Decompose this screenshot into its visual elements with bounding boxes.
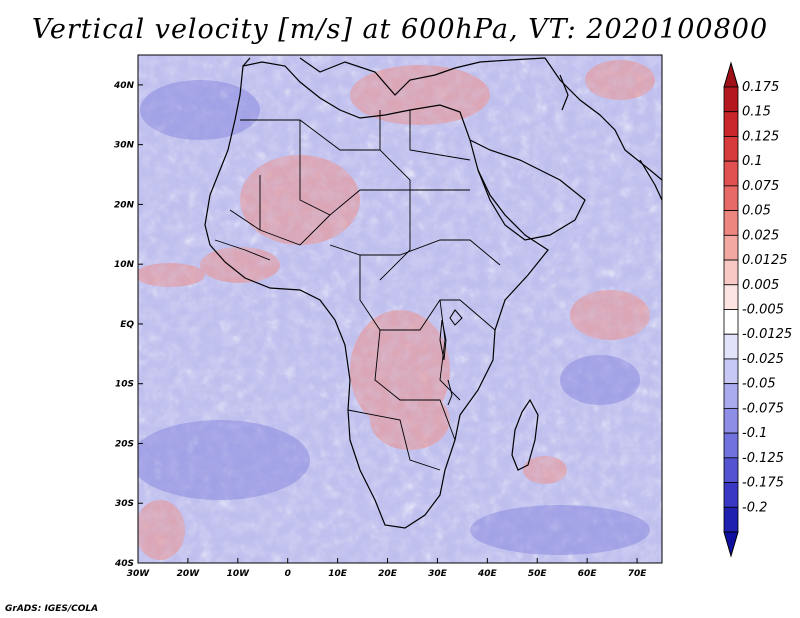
- colorbar-label: 0.1: [742, 154, 763, 169]
- colorbar-swatch: [723, 309, 739, 335]
- colorbar-label: 0.075: [742, 179, 779, 194]
- lat-tick-label: 10S: [115, 380, 134, 390]
- colorbar-label: 0.025: [742, 228, 779, 243]
- colorbar-label: -0.025: [742, 352, 784, 367]
- lat-tick-label: 10N: [114, 260, 135, 270]
- colorbar-label: 0.005: [742, 278, 779, 293]
- lat-axis: 40N 30N 20N 10N EQ 10S 20S 30S 40S: [113, 81, 143, 569]
- colorbar-label: -0.05: [742, 377, 776, 392]
- lon-axis: 30W 20W 10W 0 10E 20E 30E 40E 50E 60E 70E: [127, 558, 647, 579]
- colorbar-swatch: [723, 259, 739, 286]
- colorbar-swatch: [723, 284, 739, 310]
- lat-tick-label: 30S: [115, 499, 134, 509]
- colorbar-swatch: [723, 432, 739, 459]
- lat-tick-label: 40S: [114, 559, 134, 569]
- lat-tick-label: 30N: [114, 141, 135, 151]
- colorbar-swatch: [723, 111, 739, 137]
- velocity-field: [138, 55, 662, 563]
- colorbar-swatch: [723, 333, 739, 360]
- chart-title: Vertical velocity [m/s] at 600hPa, VT: 2…: [31, 14, 769, 45]
- colorbar-label: -0.2: [742, 500, 767, 515]
- country-borders: [214, 110, 501, 471]
- colorbar-swatch: [723, 482, 739, 508]
- colorbar-swatch: [723, 234, 739, 261]
- lon-tick-label: 0: [285, 569, 291, 579]
- lon-tick-label: 20E: [378, 569, 398, 579]
- lon-tick-label: 10E: [328, 569, 348, 579]
- colorbar-label: 0.05: [742, 204, 771, 219]
- lon-tick-label: 50E: [528, 569, 548, 579]
- colorbar-swatch: [723, 358, 739, 385]
- coastline: [204, 57, 662, 529]
- lat-tick-label: 20N: [114, 200, 135, 210]
- colorbar-swatch: [723, 457, 739, 483]
- lon-tick-label: 20W: [177, 569, 201, 579]
- credit-label: GrADS: IGES/COLA: [5, 604, 99, 614]
- colorbar-swatch: [723, 383, 739, 409]
- colorbar-top-arrow: [723, 61, 739, 88]
- colorbar-swatch: [723, 185, 739, 212]
- lon-tick-label: 10W: [227, 569, 251, 579]
- colorbar-label: 0.15: [742, 105, 771, 120]
- colorbar-swatch: [723, 506, 739, 533]
- colorbar-swatch: [723, 160, 739, 187]
- colorbar-label: 0.125: [742, 129, 779, 144]
- colorbar-label: -0.175: [742, 476, 784, 491]
- lon-tick-label: 70E: [628, 569, 648, 579]
- colorbar-swatch: [723, 86, 739, 113]
- colorbar-swatch: [723, 210, 739, 236]
- colorbar-label: 0.175: [742, 80, 779, 95]
- lon-tick-label: 30W: [127, 569, 151, 579]
- lat-tick-label: 40N: [113, 81, 135, 91]
- lat-tick-label: 20S: [115, 439, 134, 449]
- colorbar: 0.175 0.15 0.125 0.1 0.075 0.05 0.025 0.0125 0.0…: [723, 61, 792, 558]
- colorbar-label: -0.005: [742, 303, 784, 318]
- colorbar-label: -0.0125: [742, 327, 792, 342]
- colorbar-swatch: [723, 407, 739, 434]
- colorbar-label: -0.075: [742, 401, 784, 416]
- colorbar-label: -0.125: [742, 451, 784, 466]
- colorbar-bottom-arrow: [723, 531, 739, 558]
- lon-tick-label: 60E: [578, 569, 598, 579]
- colorbar-label: 0.0125: [742, 253, 788, 268]
- lon-tick-label: 40E: [477, 569, 498, 579]
- lon-tick-label: 30E: [428, 569, 448, 579]
- colorbar-label: -0.1: [742, 426, 767, 441]
- lat-tick-label: EQ: [120, 320, 134, 330]
- plot-frame: [137, 54, 663, 564]
- colorbar-swatch: [723, 136, 739, 162]
